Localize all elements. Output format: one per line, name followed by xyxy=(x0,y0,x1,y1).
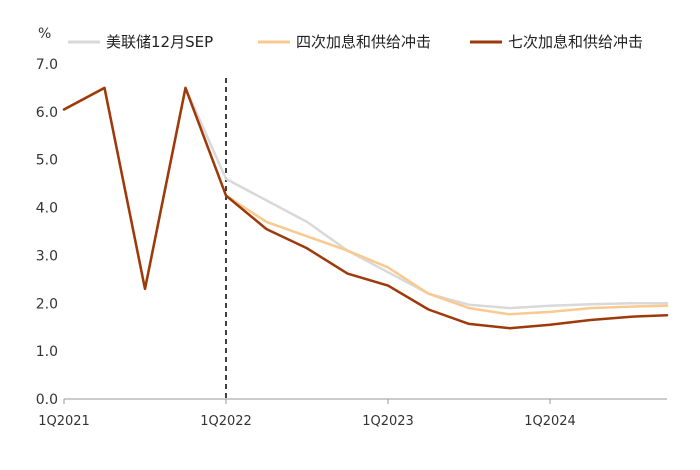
series-line-2 xyxy=(62,86,669,316)
x-tick-label: 1Q2022 xyxy=(200,414,252,429)
series-line-1 xyxy=(62,86,669,310)
legend-label: 四次加息和供给冲击 xyxy=(296,33,431,51)
y-tick-label: 1.0 xyxy=(36,344,58,360)
y-tick-label: 0.0 xyxy=(36,392,58,408)
x-tick-label: 1Q2021 xyxy=(38,414,90,429)
x-axis-ticks: 1Q2021 1Q2022 1Q2023 1Q2024 xyxy=(38,399,576,429)
legend-label: 美联储12月SEP xyxy=(106,33,213,51)
y-tick-label: 6.0 xyxy=(36,105,58,121)
y-tick-label: 3.0 xyxy=(36,248,58,264)
series-line-3 xyxy=(62,86,669,330)
x-tick-label: 1Q2023 xyxy=(362,414,414,429)
y-axis-ticks: 0.0 1.0 2.0 3.0 4.0 5.0 6.0 7.0 xyxy=(36,57,58,408)
y-tick-label: 5.0 xyxy=(36,153,58,169)
legend-label: 七次加息和供给冲击 xyxy=(508,33,643,51)
legend: 美联储12月SEP 四次加息和供给冲击 七次加息和供给冲击 xyxy=(68,33,643,51)
y-tick-label: 2.0 xyxy=(36,296,58,312)
x-tick-label: 1Q2024 xyxy=(524,414,576,429)
y-tick-label: 4.0 xyxy=(36,201,58,217)
y-tick-label: 7.0 xyxy=(36,57,58,73)
series-lines xyxy=(62,86,669,330)
y-unit-label: % xyxy=(38,26,51,42)
